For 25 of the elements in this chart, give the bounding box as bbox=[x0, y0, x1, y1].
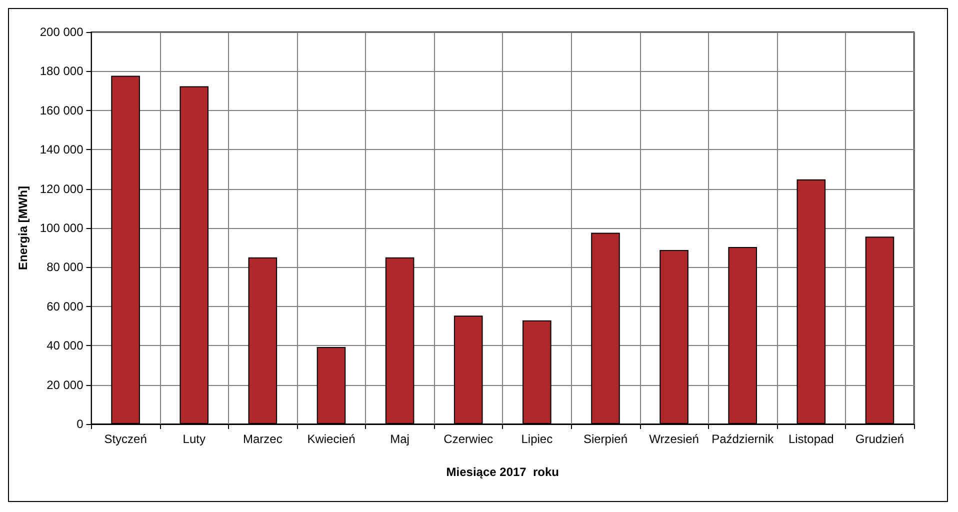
y-tick-label: 20 000 bbox=[46, 378, 84, 392]
x-tick-label: Lipiec bbox=[521, 432, 553, 446]
x-tick-label: Sierpień bbox=[583, 432, 628, 446]
y-tick-label: 160 000 bbox=[40, 103, 84, 118]
x-tick-label: Styczeń bbox=[104, 432, 147, 446]
x-tick-label: Czerwiec bbox=[444, 432, 494, 446]
y-tick-label: 140 000 bbox=[40, 142, 84, 157]
x-tick-label: Luty bbox=[182, 432, 206, 446]
x-tick-label: Maj bbox=[390, 432, 410, 446]
x-tick-label: Grudzień bbox=[855, 432, 904, 446]
x-tick-label: Wrzesień bbox=[649, 432, 699, 446]
y-tick-label: 200 000 bbox=[40, 25, 84, 39]
x-tick-label: Listopad bbox=[788, 432, 834, 446]
y-tick-label: 60 000 bbox=[46, 299, 84, 314]
y-tick-label: 180 000 bbox=[40, 64, 84, 78]
x-tick-label: Marzec bbox=[243, 432, 282, 446]
x-tick-label: Kwiecień bbox=[307, 432, 356, 446]
y-tick-label: 80 000 bbox=[46, 260, 84, 274]
y-tick-label: 100 000 bbox=[40, 221, 84, 235]
y-tick-label: 120 000 bbox=[40, 182, 84, 196]
y-tick-label: 40 000 bbox=[46, 338, 84, 353]
y-tick-label: 0 bbox=[76, 417, 84, 431]
x-tick-label: Październik bbox=[712, 432, 775, 446]
x-axis-title: Miesiące 2017 roku bbox=[446, 465, 560, 479]
y-axis-title: Energia [MWh] bbox=[16, 186, 30, 270]
